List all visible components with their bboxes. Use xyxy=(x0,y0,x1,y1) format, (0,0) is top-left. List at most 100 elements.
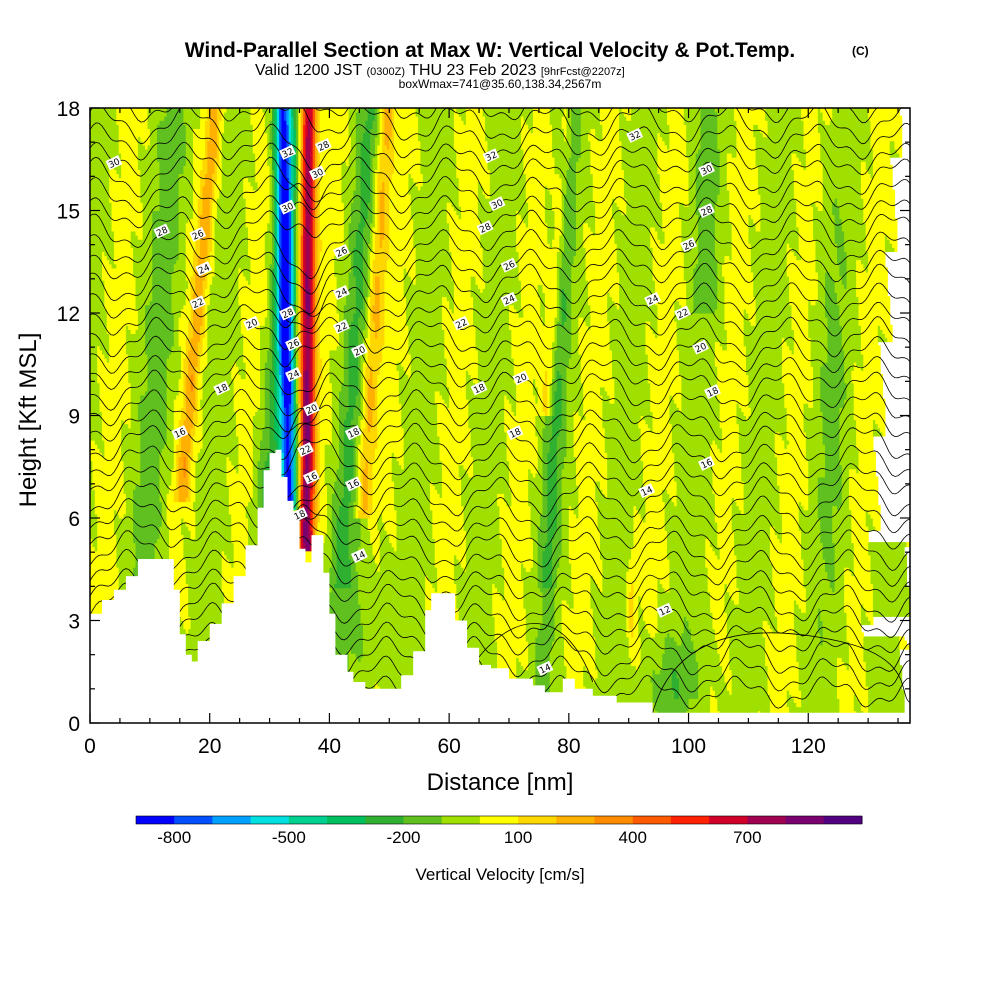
velocity-cell xyxy=(183,423,194,429)
velocity-cell xyxy=(547,529,556,535)
velocity-cell xyxy=(769,533,778,539)
velocity-cell xyxy=(336,554,350,560)
velocity-cell xyxy=(276,382,280,388)
velocity-cell xyxy=(298,423,302,429)
velocity-cell xyxy=(552,402,556,408)
velocity-cell xyxy=(848,488,879,494)
velocity-cell xyxy=(298,435,302,441)
velocity-cell xyxy=(825,451,840,457)
velocity-cell xyxy=(698,681,728,687)
velocity-cell xyxy=(573,603,591,609)
velocity-cell xyxy=(669,574,709,580)
velocity-cell xyxy=(585,415,603,421)
velocity-cell xyxy=(298,480,302,486)
velocity-cell xyxy=(786,423,805,429)
velocity-cell xyxy=(169,546,184,552)
velocity-cell xyxy=(307,390,311,396)
velocity-cell xyxy=(281,353,290,359)
velocity-cell xyxy=(190,480,196,486)
velocity-cell xyxy=(295,451,299,457)
velocity-cell xyxy=(259,382,266,388)
velocity-cell xyxy=(257,505,263,511)
velocity-cell xyxy=(453,554,457,560)
velocity-cell xyxy=(822,636,848,642)
velocity-cell xyxy=(305,374,309,380)
velocity-cell xyxy=(331,587,359,593)
velocity-cell xyxy=(259,443,271,449)
velocity-cell xyxy=(291,427,295,433)
velocity-cell xyxy=(542,406,548,412)
velocity-cell xyxy=(293,464,297,470)
velocity-cell xyxy=(528,661,536,667)
velocity-cell xyxy=(631,554,668,560)
velocity-cell xyxy=(92,464,125,470)
velocity-cell xyxy=(803,566,826,572)
velocity-cell xyxy=(233,554,252,560)
velocity-cell xyxy=(295,468,299,474)
velocity-cell xyxy=(97,353,105,359)
velocity-cell xyxy=(528,656,536,662)
velocity-cell xyxy=(729,636,766,642)
velocity-cell xyxy=(710,706,718,712)
velocity-cell xyxy=(403,443,441,449)
velocity-cell xyxy=(726,632,764,638)
velocity-cell xyxy=(113,517,134,523)
velocity-cell xyxy=(353,509,357,515)
velocity-cell xyxy=(817,492,843,498)
velocity-cell xyxy=(283,439,287,445)
velocity-cell xyxy=(583,394,603,400)
velocity-cell xyxy=(669,583,709,589)
velocity-cell xyxy=(784,386,814,392)
velocity-cell xyxy=(556,583,572,589)
velocity-cell xyxy=(188,603,225,609)
velocity-cell xyxy=(288,353,292,359)
velocity-cell xyxy=(832,587,836,593)
velocity-cell xyxy=(714,345,723,351)
velocity-cell xyxy=(221,550,225,556)
velocity-cell xyxy=(336,550,350,556)
velocity-cell xyxy=(183,456,187,462)
velocity-cell xyxy=(501,546,534,552)
velocity-cell xyxy=(171,468,177,474)
velocity-cell xyxy=(327,574,338,580)
velocity-cell xyxy=(834,554,855,560)
velocity-cell xyxy=(820,533,833,539)
velocity-cell xyxy=(355,492,359,498)
velocity-cell xyxy=(355,402,362,408)
velocity-cell xyxy=(461,656,498,662)
velocity-cell xyxy=(808,484,819,490)
velocity-cell xyxy=(315,410,319,416)
velocity-cell xyxy=(681,394,718,400)
velocity-cell xyxy=(437,406,469,412)
velocity-cell xyxy=(633,624,639,630)
velocity-cell xyxy=(425,583,433,589)
velocity-cell xyxy=(595,636,630,642)
velocity-cell xyxy=(307,513,311,519)
velocity-cell xyxy=(185,378,192,384)
velocity-cell xyxy=(710,591,726,597)
velocity-cell xyxy=(599,550,632,556)
velocity-cell xyxy=(192,410,199,416)
velocity-cell xyxy=(362,390,366,396)
velocity-cell xyxy=(298,492,302,498)
velocity-cell xyxy=(820,394,848,400)
velocity-cell xyxy=(638,615,644,621)
velocity-cell xyxy=(300,398,304,404)
velocity-cell xyxy=(614,378,649,384)
velocity-cell xyxy=(365,374,371,380)
velocity-cell xyxy=(547,386,551,392)
velocity-cell xyxy=(298,546,302,552)
velocity-cell xyxy=(769,542,802,548)
velocity-cell xyxy=(166,398,175,404)
velocity-cell xyxy=(401,361,412,367)
velocity-cell xyxy=(681,398,721,404)
velocity-cell xyxy=(276,374,280,380)
velocity-cell xyxy=(820,402,845,408)
velocity-cell xyxy=(312,415,316,421)
velocity-cell xyxy=(537,394,544,400)
velocity-cell xyxy=(547,484,558,490)
velocity-cell xyxy=(202,439,240,445)
velocity-cell xyxy=(561,628,594,634)
velocity-cell xyxy=(844,583,874,589)
velocity-cell xyxy=(714,349,747,355)
